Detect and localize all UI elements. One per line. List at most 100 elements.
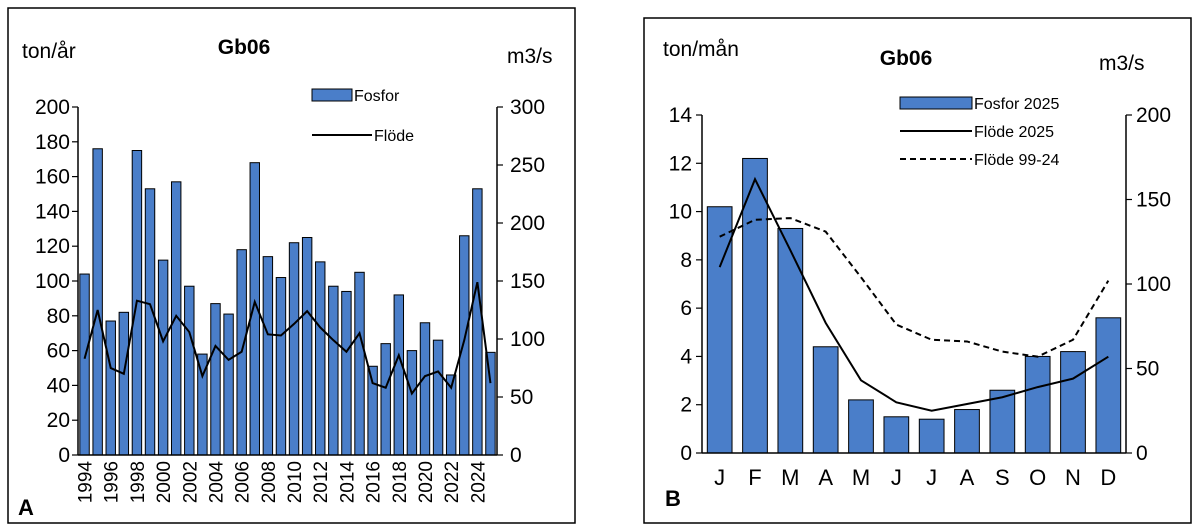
y-tick-label-left: 160 (35, 166, 70, 189)
y-tick-label-right: 50 (510, 386, 533, 409)
y-axis-label-left: ton/mån (663, 38, 739, 61)
legend-label: Flöde 99-24 (974, 152, 1059, 169)
y-tick-label-left: 80 (47, 305, 70, 328)
bar-fosfor-2025-D (1095, 317, 1122, 454)
bar-fosfor-2008 (262, 256, 274, 456)
bar-fosfor-2014 (341, 290, 352, 456)
bar-fosfor-2025-J (883, 416, 910, 454)
x-tick-label: 2022 (442, 461, 463, 503)
y-tick-label-left: 4 (680, 345, 692, 368)
y-tick-label-right: 0 (1136, 442, 1148, 465)
bar-fosfor-2025-S (989, 389, 1016, 454)
y-tick-label-right: 200 (510, 212, 545, 235)
x-tick-label: 1998 (128, 461, 149, 503)
x-tick-label: D (1100, 465, 1116, 490)
bar-fosfor-2002 (184, 285, 195, 456)
x-tick-label: 1994 (76, 461, 97, 504)
bar-fosfor-2009 (275, 277, 287, 456)
y-tick-label-right: 250 (510, 154, 545, 177)
x-tick-label: M (781, 465, 799, 490)
y-tick-label-right: 150 (1136, 189, 1171, 212)
y-tick-label-right: 100 (1136, 273, 1171, 296)
legend-swatch-bar (899, 96, 973, 110)
x-tick-label: 2010 (285, 461, 306, 503)
x-tick-label: 2014 (337, 461, 358, 504)
line-series-fl-de-2025 (718, 176, 1109, 412)
chart-title: Gb06 (218, 36, 271, 59)
y-tick-label-left: 10 (669, 201, 692, 224)
bar-fosfor-1995 (92, 148, 103, 456)
y-tick-label-right: 200 (1136, 104, 1171, 127)
x-tick-label: J (714, 465, 725, 490)
bar-fosfor-2000 (157, 259, 169, 456)
y-tick-label-left: 140 (35, 200, 70, 223)
legend-label: Fosfor 2025 (974, 96, 1059, 113)
y-tick-label-right: 150 (510, 270, 545, 293)
legend-label: Flöde 2025 (974, 124, 1054, 141)
y-tick-label-left: 20 (47, 409, 70, 432)
y-tick-label-left: 14 (669, 104, 693, 127)
x-tick-label: A (960, 465, 975, 490)
bar-fosfor-2018 (393, 294, 405, 456)
bar-fosfor-2025-A (812, 346, 839, 454)
panel-frame (643, 17, 1192, 524)
y-tick-label-left: 2 (680, 394, 692, 417)
y-tick-label-right: 0 (510, 444, 522, 467)
bar-fosfor-2013 (328, 285, 339, 456)
x-tick-label: 1996 (102, 461, 123, 503)
x-tick-label: 2004 (206, 461, 227, 504)
x-tick-label: S (995, 465, 1010, 490)
panel-letter: B (665, 486, 681, 511)
x-tick-label: O (1029, 465, 1046, 490)
y-tick-label-left: 40 (47, 374, 70, 397)
x-tick-label: F (748, 465, 761, 490)
x-tick-label: 2006 (233, 461, 254, 503)
x-tick-label: 2012 (311, 461, 332, 503)
bar-fosfor-2021 (432, 339, 444, 456)
x-tick-label: 2000 (154, 461, 175, 503)
chart-title: Gb06 (880, 47, 933, 70)
bar-fosfor-2025 (485, 351, 496, 456)
bar-fosfor-2025-J (918, 418, 945, 454)
x-tick-label: M (852, 465, 870, 490)
x-tick-label: 2002 (180, 461, 201, 503)
x-tick-label: J (891, 465, 902, 490)
x-tick-label: 2018 (390, 461, 411, 503)
y-tick-label-left: 120 (35, 235, 70, 258)
bar-fosfor-2004 (210, 303, 221, 456)
bar-fosfor-2023 (459, 235, 470, 456)
y-tick-label-left: 100 (35, 270, 70, 293)
bar-fosfor-2025-M (848, 399, 874, 454)
x-tick-label: 2016 (364, 461, 385, 503)
y-axis-label-right: m3/s (507, 45, 553, 68)
bar-fosfor-2015 (354, 271, 365, 456)
y-tick-label-left: 60 (47, 340, 70, 363)
y-tick-label-left: 6 (680, 297, 692, 320)
y-tick-label-left: 0 (58, 444, 70, 467)
bar-fosfor-2020 (419, 322, 431, 456)
panel-letter: A (18, 495, 34, 520)
y-axis-label-right: m3/s (1099, 52, 1145, 75)
x-tick-label: 2008 (259, 461, 280, 503)
bar-fosfor-2025-M (777, 227, 804, 454)
y-tick-label-right: 300 (510, 96, 545, 119)
bar-fosfor-2025-A (954, 409, 980, 454)
x-tick-label: A (818, 465, 833, 490)
x-tick-label: N (1065, 465, 1081, 490)
legend-swatch-bar (311, 88, 353, 102)
bar-fosfor-1994 (79, 273, 90, 456)
x-tick-label: J (926, 465, 937, 490)
y-axis-label-left: ton/år (22, 40, 76, 63)
bar-fosfor-1996 (105, 320, 116, 456)
bar-fosfor-1997 (118, 311, 130, 456)
bar-fosfor-2005 (223, 313, 234, 456)
y-tick-label-left: 12 (669, 152, 692, 175)
bar-fosfor-2019 (406, 350, 418, 456)
bar-fosfor-2010 (288, 242, 300, 456)
bar-fosfor-2024 (472, 188, 483, 456)
line-series-fl-de-99-24 (719, 217, 1110, 358)
bar-fosfor-2012 (315, 261, 326, 456)
legend-label: Fosfor (354, 88, 400, 105)
